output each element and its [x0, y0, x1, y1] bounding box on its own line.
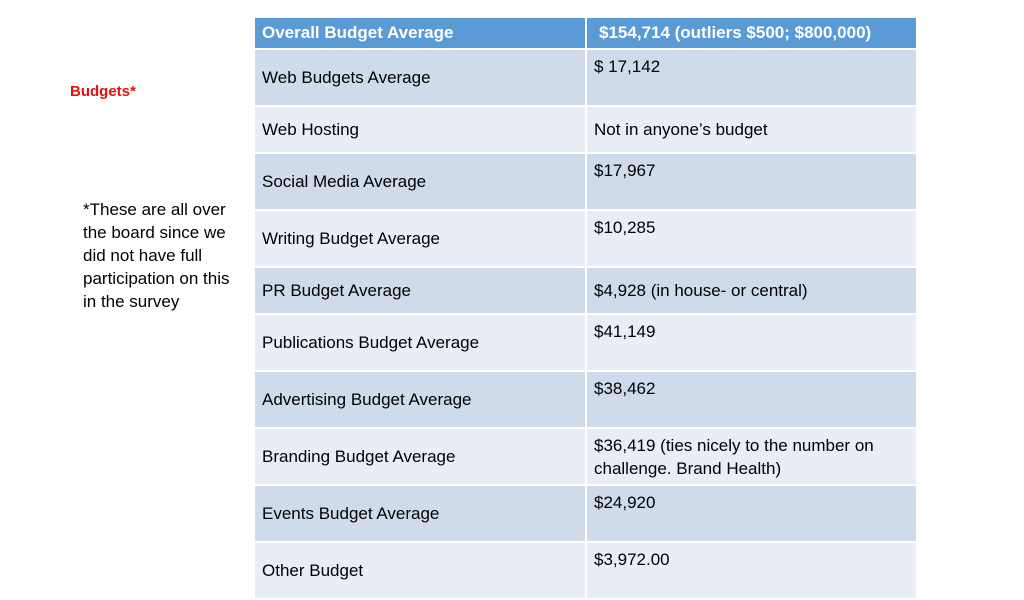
- row-label: Web Budgets Average: [253, 48, 587, 107]
- row-value: Not in anyone’s budget: [585, 105, 918, 154]
- table-header-row: Overall Budget Average $154,714 (outlier…: [253, 16, 918, 50]
- row-label: Other Budget: [253, 541, 587, 600]
- row-label: Social Media Average: [253, 152, 587, 211]
- table-row: Events Budget Average $24,920: [253, 484, 918, 543]
- row-value: $17,967: [585, 152, 918, 211]
- footnote: *These are all over the board since we d…: [83, 200, 230, 311]
- row-value: $10,285: [585, 209, 918, 268]
- row-label: Publications Budget Average: [253, 313, 587, 372]
- table-row: Social Media Average $17,967: [253, 152, 918, 211]
- table-row: Web Budgets Average $ 17,142: [253, 48, 918, 107]
- header-value: $154,714 (outliers $500; $800,000): [585, 16, 918, 50]
- table-row: Branding Budget Average $36,419 (ties ni…: [253, 427, 918, 486]
- row-value: $ 17,142: [585, 48, 918, 107]
- slide-title: Budgets*: [70, 83, 136, 100]
- table-row: Web Hosting Not in anyone’s budget: [253, 105, 918, 154]
- row-label: Events Budget Average: [253, 484, 587, 543]
- row-value: $3,972.00: [585, 541, 918, 600]
- row-label: Advertising Budget Average: [253, 370, 587, 429]
- table-row: Other Budget $3,972.00: [253, 541, 918, 600]
- table-row: Publications Budget Average $41,149: [253, 313, 918, 372]
- row-label: Web Hosting: [253, 105, 587, 154]
- budget-table: Overall Budget Average $154,714 (outlier…: [253, 16, 918, 600]
- row-value: $41,149: [585, 313, 918, 372]
- table-row: Writing Budget Average $10,285: [253, 209, 918, 268]
- table-row: PR Budget Average $4,928 (in house- or c…: [253, 266, 918, 315]
- row-label: PR Budget Average: [253, 266, 587, 315]
- row-label: Branding Budget Average: [253, 427, 587, 486]
- row-value: $38,462: [585, 370, 918, 429]
- row-value: $24,920: [585, 484, 918, 543]
- header-label: Overall Budget Average: [253, 16, 587, 50]
- table-row: Advertising Budget Average $38,462: [253, 370, 918, 429]
- row-value: $4,928 (in house- or central): [585, 266, 918, 315]
- row-value: $36,419 (ties nicely to the number on ch…: [585, 427, 918, 486]
- row-label: Writing Budget Average: [253, 209, 587, 268]
